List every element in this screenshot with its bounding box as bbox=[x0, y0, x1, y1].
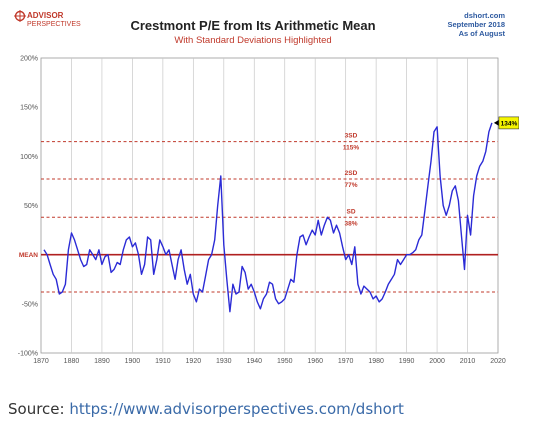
source-footer: Source: https://www.advisorperspectives.… bbox=[8, 400, 404, 418]
corner-source-line2: September 2018 bbox=[447, 20, 505, 29]
source-label: Source: bbox=[8, 400, 65, 418]
chart: ADVISOR PERSPECTIVES Crestmont P/E from … bbox=[8, 6, 519, 368]
x-tick-label: 1980 bbox=[368, 358, 384, 365]
sd-value-label: 38% bbox=[344, 220, 357, 227]
plot-area bbox=[40, 57, 499, 354]
x-tick-label: 2010 bbox=[460, 358, 476, 365]
x-tick-label: 1880 bbox=[64, 358, 80, 365]
callout: 134% bbox=[493, 116, 519, 130]
chart-subtitle: With Standard Deviations Highlighted bbox=[174, 35, 331, 46]
sd-value-label: 115% bbox=[343, 145, 359, 152]
y-tick-label: 50% bbox=[24, 203, 38, 210]
x-tick-label: 1890 bbox=[94, 358, 110, 365]
y-axis-ticks: -100% -50% 50% 100% 150% 200% bbox=[18, 56, 38, 358]
x-tick-label: 1990 bbox=[399, 358, 415, 365]
logo-line2: PERSPECTIVES bbox=[27, 21, 81, 28]
source-link[interactable]: https://www.advisorperspectives.com/dsho… bbox=[69, 400, 404, 418]
x-tick-label: 2000 bbox=[429, 358, 445, 365]
x-tick-label: 1970 bbox=[338, 358, 354, 365]
callout-label: 134% bbox=[501, 120, 518, 127]
callout-arrow-icon bbox=[493, 119, 499, 126]
callout-box bbox=[498, 116, 519, 130]
y-tick-label: -100% bbox=[18, 351, 38, 358]
corner-source-line3: As of August bbox=[459, 29, 506, 38]
corner-source-line1: dshort.com bbox=[464, 11, 505, 20]
sd-label: SD bbox=[346, 208, 355, 215]
x-tick-label: 1950 bbox=[277, 358, 293, 365]
x-tick-label: 1920 bbox=[186, 358, 202, 365]
x-tick-label: 2020 bbox=[490, 358, 506, 365]
logo-line1: ADVISOR bbox=[27, 11, 64, 20]
y-tick-label: 100% bbox=[20, 154, 38, 161]
series-line-crestmont-pe bbox=[43, 122, 493, 313]
x-axis-ticks: 1870 1880 1890 1900 1910 1920 1930 1940 1950 1960… bbox=[33, 358, 506, 365]
x-tick-label: 1960 bbox=[307, 358, 323, 365]
y-tick-label: -50% bbox=[22, 301, 38, 308]
sd-value-label: 77% bbox=[344, 182, 357, 189]
grid bbox=[71, 58, 468, 353]
sd-label: 3SD bbox=[345, 133, 358, 140]
x-tick-label: 1900 bbox=[125, 358, 141, 365]
series-layer bbox=[43, 122, 493, 313]
chart-canvas: ADVISOR PERSPECTIVES Crestmont P/E from … bbox=[14, 10, 519, 365]
chart-title: Crestmont P/E from Its Arithmetic Mean bbox=[130, 18, 375, 33]
sd-label: 2SD bbox=[345, 170, 358, 177]
mean-label: MEAN bbox=[19, 252, 38, 259]
x-tick-label: 1870 bbox=[33, 358, 49, 365]
y-tick-label: 200% bbox=[20, 56, 38, 63]
x-tick-label: 1910 bbox=[155, 358, 171, 365]
reference-lines: 3SD 115% 2SD 77% SD 38% MEAN bbox=[19, 133, 498, 293]
advisor-perspectives-logo: ADVISOR PERSPECTIVES bbox=[14, 10, 81, 28]
x-tick-label: 1940 bbox=[246, 358, 262, 365]
x-tick-label: 1930 bbox=[216, 358, 232, 365]
y-tick-label: 150% bbox=[20, 105, 38, 112]
